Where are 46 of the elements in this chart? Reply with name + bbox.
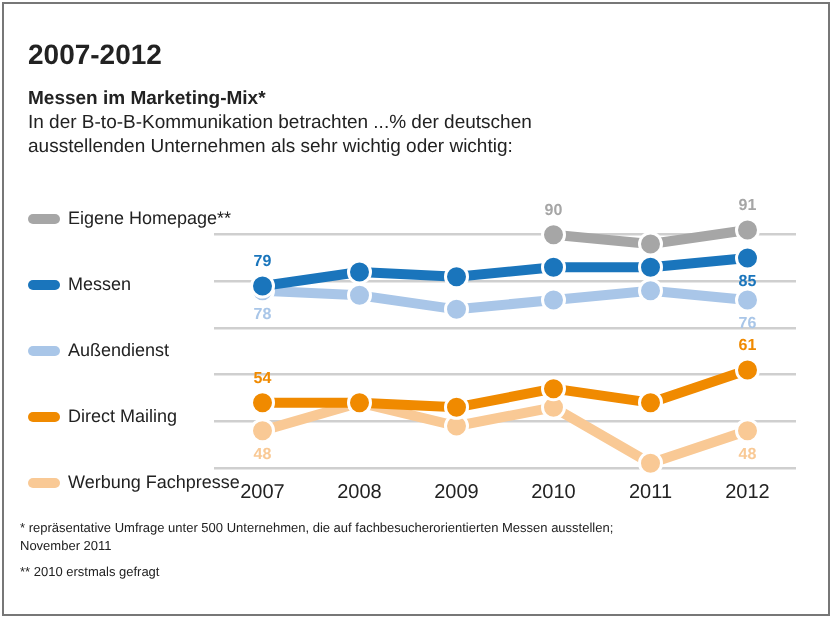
point — [735, 287, 760, 313]
legend-label: Außendienst — [68, 340, 170, 360]
point — [250, 390, 275, 416]
legend-label: Werbung Fachpresse — [68, 472, 240, 492]
legend-label: Direct Mailing — [68, 406, 178, 426]
point — [735, 245, 760, 271]
point — [541, 376, 566, 402]
point — [638, 390, 663, 416]
legend-label: Eigene Homepage** — [68, 208, 232, 228]
point — [638, 231, 663, 257]
x-tick-label: 2011 — [628, 481, 673, 504]
data-label: 54 — [253, 369, 273, 388]
x-tick-label: 2012 — [725, 481, 771, 504]
text: In der B-to-B-Kommunikation betrachten ...% der deutschen ausstellenden Unternehmen als sehr wichtig oder wichtig: — [28, 112, 534, 160]
data-label: 85 — [738, 272, 758, 291]
chart-title: 2007-2012 — [28, 38, 162, 70]
x-tick-label: 2010 — [531, 481, 577, 504]
legend-label: Messen — [68, 274, 132, 294]
x-tick-label: 2007 — [240, 481, 286, 504]
point — [541, 287, 566, 313]
point — [250, 418, 275, 444]
point — [735, 418, 760, 444]
data-label: 78 — [253, 305, 273, 324]
point — [347, 282, 372, 308]
data-label: 76 — [738, 314, 758, 333]
data-label: 48 — [253, 445, 273, 464]
data-label: 90 — [544, 201, 564, 220]
point — [735, 357, 760, 383]
point — [250, 273, 275, 299]
x-tick-label: 2008 — [337, 481, 383, 504]
chart-subtitle: Messen im Marketing-Mix* — [28, 88, 266, 110]
point — [638, 254, 663, 280]
point — [347, 259, 372, 285]
data-label: 91 — [738, 196, 758, 215]
point — [638, 278, 663, 304]
point — [541, 254, 566, 280]
point — [638, 450, 663, 476]
point — [735, 217, 760, 243]
data-label: 79 — [253, 252, 273, 271]
x-tick-label: 2009 — [434, 481, 480, 504]
point — [444, 264, 469, 290]
data-label: 61 — [738, 336, 758, 355]
point — [541, 222, 566, 248]
point — [444, 394, 469, 420]
data-label: 48 — [738, 445, 758, 464]
point — [444, 296, 469, 322]
